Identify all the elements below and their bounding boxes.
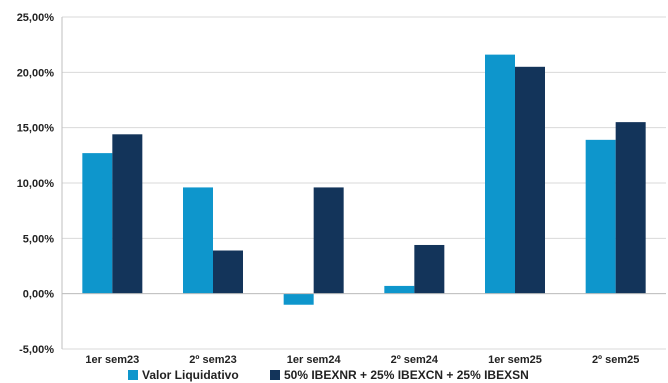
bar-valor-liquidativo xyxy=(384,285,415,294)
x-tick-label: 2º sem24 xyxy=(391,354,439,366)
y-tick-label: 20,00% xyxy=(17,67,55,79)
bar-benchmark xyxy=(213,250,243,294)
bar-benchmark xyxy=(615,122,646,294)
gridlines xyxy=(62,16,666,350)
bar-valor-liquidativo xyxy=(485,54,515,294)
legend: Valor Liquidativo 50% IBEXNR + 25% IBEXCN… xyxy=(128,368,529,382)
bar-benchmark xyxy=(313,187,344,294)
legend-swatch xyxy=(128,370,138,380)
y-tick-label: -5,00% xyxy=(19,344,54,356)
y-tick-label: 25,00% xyxy=(17,12,55,24)
y-tick-label: 5,00% xyxy=(23,233,54,245)
bar-benchmark xyxy=(515,66,545,294)
bar-valor-liquidativo xyxy=(283,293,314,305)
bar-benchmark xyxy=(414,244,445,294)
bar-valor-liquidativo xyxy=(82,153,113,294)
bar-valor-liquidativo xyxy=(585,139,616,294)
y-tick-label: 15,00% xyxy=(17,123,55,135)
legend-label: 50% IBEXNR + 25% IBEXCN + 25% IBEXSN xyxy=(284,368,529,382)
legend-label: Valor Liquidativo xyxy=(142,368,239,382)
x-tick-label: 1er sem23 xyxy=(85,354,139,366)
y-tick-label: 10,00% xyxy=(17,178,55,190)
x-tick-label: 1er sem25 xyxy=(488,354,542,366)
legend-swatch xyxy=(270,370,280,380)
axes: -5,00% 0,00% 5,00% 10,00% 15,00% 20,00% 25,00%… xyxy=(17,12,666,366)
x-tick-label: 2º sem23 xyxy=(189,354,236,366)
bar-benchmark xyxy=(112,134,143,294)
y-tick-label: 0,00% xyxy=(23,289,54,301)
x-tick-label: 1er sem24 xyxy=(287,354,342,366)
bars xyxy=(82,54,646,305)
x-tick-label: 2º sem25 xyxy=(592,354,639,366)
bar-valor-liquidativo xyxy=(183,187,213,294)
